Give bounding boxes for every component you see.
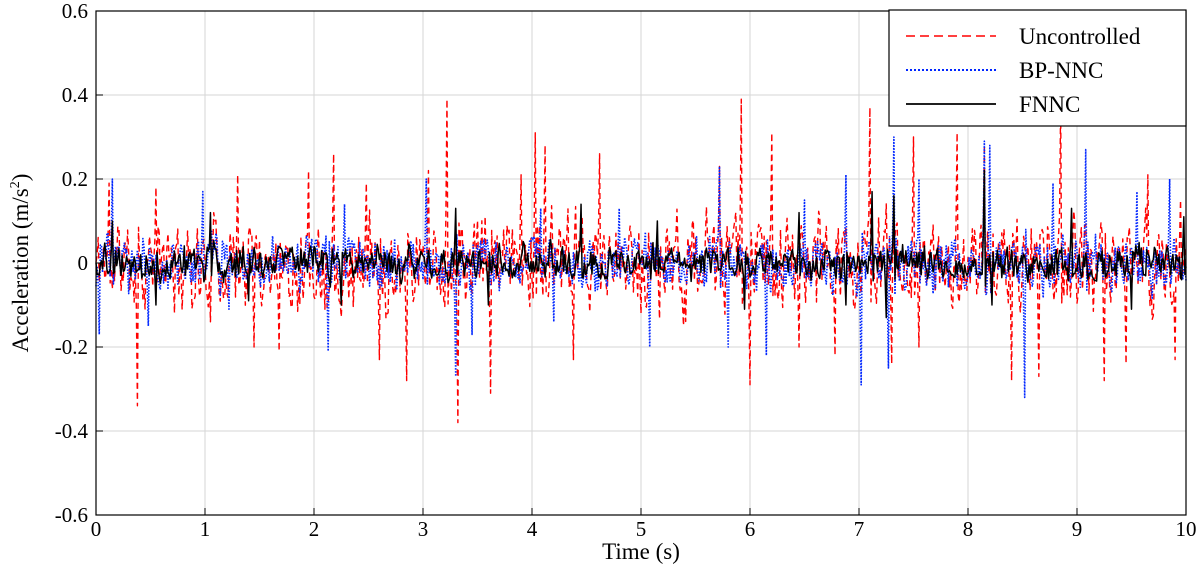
x-tick-label: 8 <box>963 517 974 541</box>
y-tick-label: -0.4 <box>55 419 89 443</box>
legend-box <box>888 9 1187 127</box>
y-tick-label: 0.6 <box>62 0 88 23</box>
series-line-uncontrolled <box>95 98 1187 424</box>
x-tick-label: 3 <box>418 517 429 541</box>
legend-label-bp-nnc: BP-NNC <box>1019 58 1103 83</box>
legend-label-uncontrolled: Uncontrolled <box>1019 24 1141 49</box>
y-tick-label: 0.2 <box>62 167 88 191</box>
y-axis-label-close: ) <box>8 174 33 182</box>
series-line-fnnc <box>95 169 1187 319</box>
x-tick-label: 2 <box>309 517 320 541</box>
y-tick-label: -0.6 <box>55 503 88 527</box>
x-tick-label: 0 <box>91 517 102 541</box>
y-tick-label: 0 <box>78 251 89 275</box>
tick-labels: 0 1 2 3 4 5 6 7 8 9 10 -0.6 -0.4 -0.2 0 0.2 0.4 0.6 <box>55 0 1197 541</box>
x-axis-label: Time (s) <box>602 539 680 564</box>
x-tick-label: 6 <box>745 517 756 541</box>
y-tick-label: 0.4 <box>62 83 89 107</box>
y-axis-label-main: Acceleration (m/s <box>8 188 33 352</box>
y-axis-label-superscript: 2 <box>8 181 23 188</box>
x-tick-label: 5 <box>636 517 647 541</box>
legend-label-fnnc: FNNC <box>1019 92 1080 117</box>
legend: Uncontrolled BP-NNC FNNC <box>888 9 1187 127</box>
x-tick-label: 7 <box>854 517 865 541</box>
x-tick-label: 10 <box>1176 517 1197 541</box>
x-tick-label: 1 <box>200 517 211 541</box>
y-axis-label: Acceleration (m/s2) <box>8 174 33 353</box>
series-layer <box>95 98 1187 424</box>
x-tick-label: 4 <box>527 517 538 541</box>
y-tick-label: -0.2 <box>55 335 88 359</box>
x-tick-label: 9 <box>1072 517 1083 541</box>
